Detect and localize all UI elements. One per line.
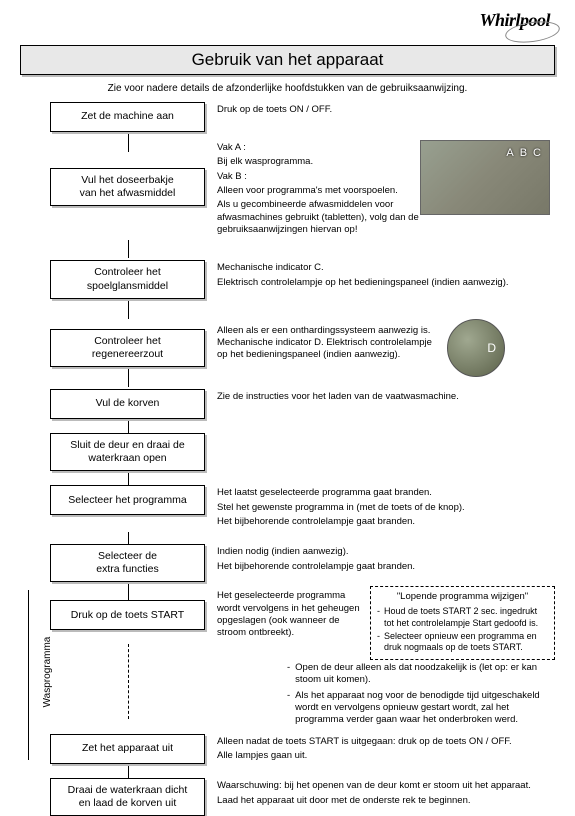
step-box-5: Vul de korven <box>50 389 205 419</box>
connector <box>50 423 205 429</box>
connector <box>50 242 205 256</box>
step-box-1: Zet de machine aan <box>50 102 205 132</box>
connector <box>50 586 205 596</box>
step-box-7: Selecteer het programma <box>50 485 205 515</box>
connector <box>50 475 205 481</box>
step-box-4: Controleer het regenereerzout <box>50 329 205 367</box>
step-box-11: Draai de waterkraan dicht en laad de kor… <box>50 778 205 816</box>
step-box-10: Zet het apparaat uit <box>50 734 205 764</box>
page-title: Gebruik van het apparaat <box>20 45 555 75</box>
step-desc-10: Alleen nadat de toets START is uitgegaan… <box>217 734 555 765</box>
step-box-9: Druk op de toets START <box>50 600 205 630</box>
detergent-photo: A B C <box>420 140 550 215</box>
step-desc-7: Het laatst geselecteerde programma gaat … <box>217 485 555 530</box>
step-box-3: Controleer het spoelglansmiddel <box>50 260 205 298</box>
connector <box>50 768 205 774</box>
page-subtitle: Zie voor nadere details de afzonderlijke… <box>20 83 555 94</box>
connector-dashed <box>50 646 205 660</box>
step-box-6: Sluit de deur en draai de waterkraan ope… <box>50 433 205 471</box>
connector <box>50 136 205 164</box>
interrupt-desc: Open de deur alleen als dat noodzakelijk… <box>287 660 555 730</box>
step-desc-1: Druk op de toets ON / OFF. <box>217 102 555 118</box>
side-bracket <box>28 590 29 760</box>
step-desc-11: Waarschuwing: bij het openen van de deur… <box>217 778 555 809</box>
flow-content: Wasprogramma Zet de machine aan Druk op … <box>20 102 555 816</box>
step-desc-3: Mechanische indicator C. Elektrisch cont… <box>217 260 555 291</box>
step-box-8: Selecteer de extra functies <box>50 544 205 582</box>
connector <box>50 371 205 385</box>
step-desc-8: Indien nodig (indien aanwezig). Het bijb… <box>217 544 555 575</box>
connector <box>50 534 205 540</box>
brand-logo: Whirlpool <box>479 10 550 31</box>
salt-photo: D <box>447 319 505 377</box>
step-desc-5: Zie de instructies voor het laden van de… <box>217 389 555 405</box>
step-box-2: Vul het doseerbakje van het afwasmiddel <box>50 168 205 206</box>
connector <box>50 303 205 325</box>
